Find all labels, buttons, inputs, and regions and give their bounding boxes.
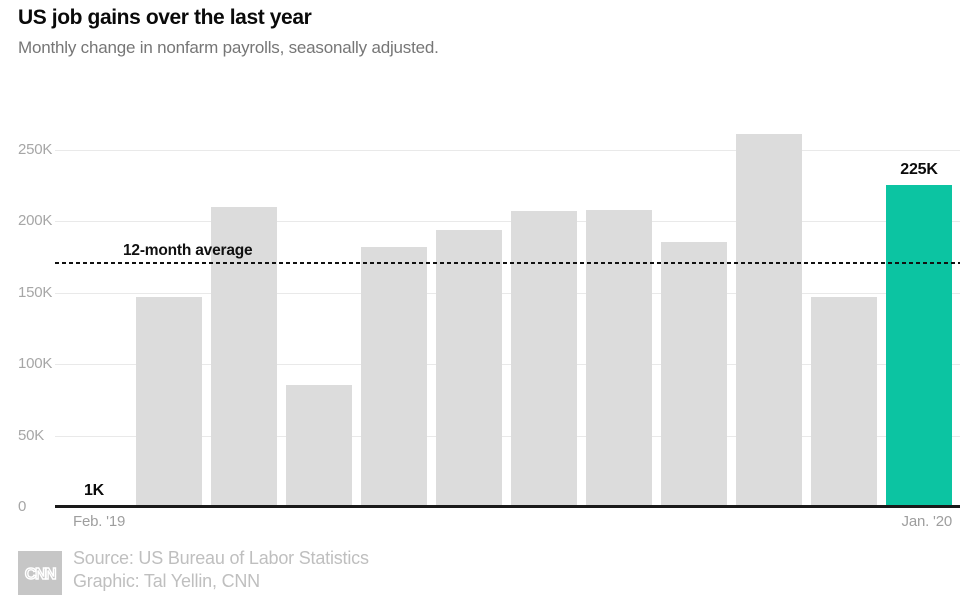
source-text: Source: US Bureau of Labor Statistics (73, 548, 369, 568)
gridline (55, 221, 960, 222)
footer: CNN Source: US Bureau of Labor Statistic… (18, 548, 369, 595)
credit-text: Graphic: Tal Yellin, CNN (73, 571, 260, 591)
average-line (55, 262, 960, 265)
highlighted-bar (886, 185, 952, 507)
bar (286, 385, 352, 507)
y-axis-tick-label: 50K (18, 426, 45, 444)
gridline (55, 435, 960, 437)
y-axis-tick-label: 0 (18, 498, 27, 515)
page-subtitle: Monthly change in nonfarm payrolls, seas… (18, 38, 439, 57)
y-axis-tick-label: 150K (18, 283, 53, 301)
bar (511, 210, 577, 507)
bar (586, 209, 652, 507)
page-title: US job gains over the last year (18, 6, 312, 29)
bar (361, 246, 427, 507)
bar (661, 242, 727, 507)
bar-value-label: 1K (83, 481, 105, 499)
bar (136, 296, 202, 507)
bar (211, 206, 277, 507)
y-axis-tick-label: 200K (18, 212, 53, 229)
y-axis-tick-label: 100K (18, 355, 53, 372)
bar (811, 296, 877, 507)
average-line-label: 12-month average (123, 242, 253, 260)
gridline (55, 149, 960, 151)
cnn-logo-background (18, 551, 62, 595)
gridline (55, 292, 960, 294)
x-axis-baseline (55, 505, 960, 508)
bar-value-label: 225K (900, 161, 938, 179)
footer-credits: Source: US Bureau of Labor Statistics Gr… (73, 547, 369, 593)
x-axis-label-right: Jan. '20 (901, 513, 953, 530)
cnn-logo-text: CNN (25, 566, 56, 583)
cnn-logo: CNN (18, 551, 62, 595)
y-axis-tick-label: 250K (18, 140, 53, 158)
bar (436, 229, 502, 507)
x-axis-label-left: Feb. '19 (73, 513, 126, 530)
bar (736, 133, 802, 507)
gridline (55, 364, 960, 365)
